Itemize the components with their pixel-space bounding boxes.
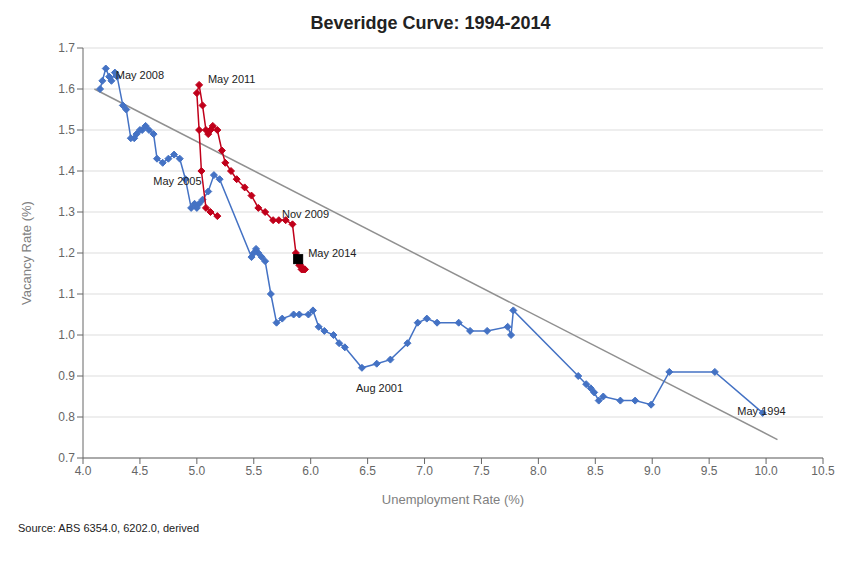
svg-text:10.5: 10.5 <box>811 464 835 478</box>
svg-text:0.8: 0.8 <box>58 410 75 424</box>
svg-text:1.4: 1.4 <box>58 164 75 178</box>
svg-text:Vacancy Rate (%): Vacancy Rate (%) <box>19 201 34 305</box>
svg-text:5.5: 5.5 <box>245 464 262 478</box>
svg-text:1.0: 1.0 <box>58 328 75 342</box>
svg-text:6.0: 6.0 <box>302 464 319 478</box>
svg-text:0.7: 0.7 <box>58 451 75 465</box>
svg-text:May 2008: May 2008 <box>116 69 164 81</box>
svg-text:9.0: 9.0 <box>644 464 661 478</box>
svg-text:8.0: 8.0 <box>530 464 547 478</box>
svg-text:0.9: 0.9 <box>58 369 75 383</box>
svg-text:May 2011: May 2011 <box>208 73 256 85</box>
svg-text:8.5: 8.5 <box>587 464 604 478</box>
svg-text:1.5: 1.5 <box>58 123 75 137</box>
svg-text:6.5: 6.5 <box>359 464 376 478</box>
svg-text:5.0: 5.0 <box>189 464 206 478</box>
svg-text:May 2014: May 2014 <box>308 247 356 259</box>
svg-text:4.5: 4.5 <box>132 464 149 478</box>
svg-text:1.7: 1.7 <box>58 41 75 55</box>
svg-text:7.0: 7.0 <box>416 464 433 478</box>
html-text:Source: ABS 6354.0, 6202.0, de: Source: ABS 6354.0, 6202.0, derived <box>18 522 199 534</box>
svg-text:9.5: 9.5 <box>701 464 718 478</box>
svg-text:Aug 2001: Aug 2001 <box>356 382 403 394</box>
svg-text:Nov 2009: Nov 2009 <box>282 208 329 220</box>
svg-text:10.0: 10.0 <box>754 464 778 478</box>
svg-text:May 2005: May 2005 <box>153 175 201 187</box>
svg-text:Unemployment Rate (%): Unemployment Rate (%) <box>382 492 524 507</box>
svg-text:1.2: 1.2 <box>58 246 75 260</box>
svg-text:May 1994: May 1994 <box>737 405 785 417</box>
svg-text:4.0: 4.0 <box>75 464 92 478</box>
html-text:Beveridge Curve: 1994-2014: Beveridge Curve: 1994-2014 <box>310 13 551 33</box>
svg-text:1.6: 1.6 <box>58 82 75 96</box>
svg-text:7.5: 7.5 <box>473 464 490 478</box>
svg-text:1.3: 1.3 <box>58 205 75 219</box>
svg-text:1.1: 1.1 <box>58 287 75 301</box>
